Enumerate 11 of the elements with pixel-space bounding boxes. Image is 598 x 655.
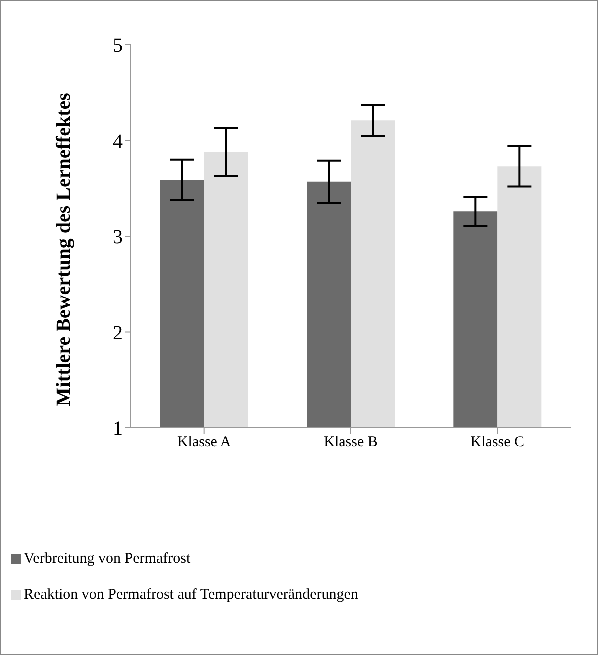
x-tick-label: Klasse C <box>470 434 525 451</box>
y-tick-label: 3 <box>113 226 123 249</box>
y-tick-label: 2 <box>113 322 123 344</box>
y-tick-label: 4 <box>113 130 123 153</box>
legend-label: Verbreitung von Permafrost <box>24 550 191 568</box>
x-tick-label: Klasse A <box>177 434 232 451</box>
legend-label: Reaktion von Permafrost auf Temperaturveränderungen <box>24 586 358 604</box>
y-axis-title: Mittlere Bewertung des Lerneffektes <box>53 92 76 406</box>
y-tick-label: 5 <box>113 35 123 58</box>
y-tick-label: 1 <box>113 418 123 440</box>
x-tick-label: Klasse B <box>324 434 378 451</box>
